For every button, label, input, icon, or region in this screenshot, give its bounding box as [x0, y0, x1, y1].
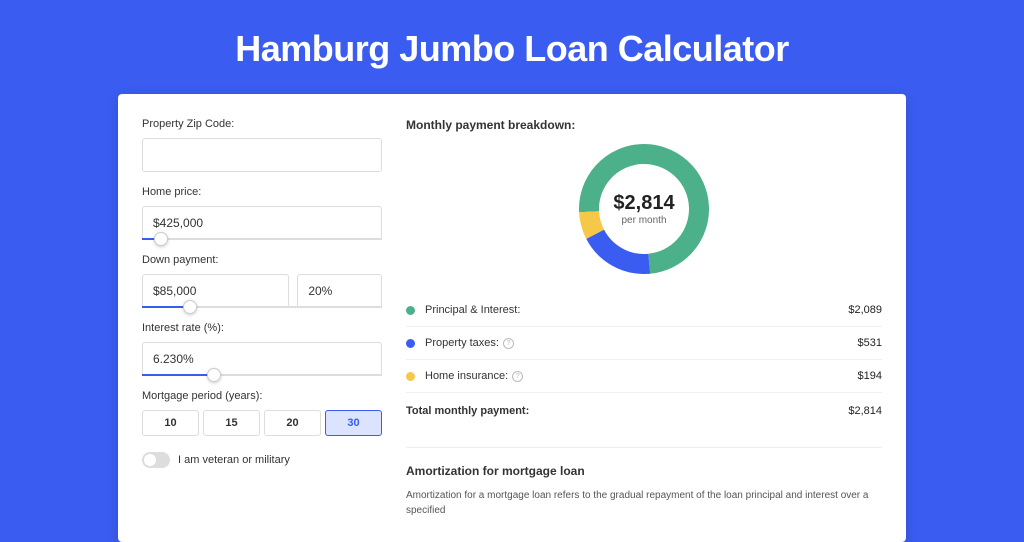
legend-dot — [406, 306, 415, 315]
legend-value: $531 — [858, 337, 882, 349]
period-btn-30[interactable]: 30 — [325, 410, 382, 436]
down-slider-thumb[interactable] — [183, 300, 197, 314]
legend-row-1: Property taxes:?$531 — [406, 327, 882, 360]
down-amount-input[interactable] — [142, 274, 289, 308]
legend-value: $194 — [858, 370, 882, 382]
rate-label: Interest rate (%): — [142, 322, 382, 334]
amort-section: Amortization for mortgage loan Amortizat… — [406, 447, 882, 518]
inputs-column: Property Zip Code: Home price: Down paym… — [142, 118, 382, 518]
price-input[interactable] — [142, 206, 382, 240]
amort-title: Amortization for mortgage loan — [406, 464, 882, 478]
price-slider[interactable] — [142, 238, 382, 240]
toggle-knob — [144, 454, 156, 466]
amort-text: Amortization for a mortgage loan refers … — [406, 488, 882, 518]
zip-group: Property Zip Code: — [142, 118, 382, 172]
veteran-row: I am veteran or military — [142, 452, 382, 468]
period-label: Mortgage period (years): — [142, 390, 382, 402]
donut-amount: $2,814 — [613, 192, 674, 215]
legend-row-2: Home insurance:?$194 — [406, 360, 882, 393]
rate-slider[interactable] — [142, 374, 382, 376]
period-btn-15[interactable]: 15 — [203, 410, 260, 436]
down-pct-input[interactable] — [297, 274, 382, 308]
info-icon[interactable]: ? — [512, 371, 523, 382]
zip-input[interactable] — [142, 138, 382, 172]
page-title: Hamburg Jumbo Loan Calculator — [0, 28, 1024, 70]
legend-value: $2,089 — [848, 304, 882, 316]
donut-chart: $2,814 per month — [406, 144, 882, 274]
info-icon[interactable]: ? — [503, 338, 514, 349]
total-row: Total monthly payment: $2,814 — [406, 393, 882, 427]
price-label: Home price: — [142, 186, 382, 198]
price-group: Home price: — [142, 186, 382, 240]
down-label: Down payment: — [142, 254, 382, 266]
down-group: Down payment: — [142, 254, 382, 308]
breakdown-title: Monthly payment breakdown: — [406, 118, 882, 132]
total-label: Total monthly payment: — [406, 405, 848, 417]
veteran-toggle[interactable] — [142, 452, 170, 468]
period-btn-20[interactable]: 20 — [264, 410, 321, 436]
price-slider-thumb[interactable] — [154, 232, 168, 246]
zip-label: Property Zip Code: — [142, 118, 382, 130]
rate-slider-thumb[interactable] — [207, 368, 221, 382]
period-btn-10[interactable]: 10 — [142, 410, 199, 436]
period-group: Mortgage period (years): 10152030 — [142, 390, 382, 436]
page-header: Hamburg Jumbo Loan Calculator — [0, 0, 1024, 94]
donut-center: $2,814 per month — [613, 192, 674, 226]
legend-row-0: Principal & Interest:$2,089 — [406, 294, 882, 327]
veteran-label: I am veteran or military — [178, 454, 290, 466]
legend-label: Property taxes:? — [425, 337, 858, 349]
total-value: $2,814 — [848, 405, 882, 417]
legend-dot — [406, 372, 415, 381]
legend-dot — [406, 339, 415, 348]
legend-label: Principal & Interest: — [425, 304, 848, 316]
down-slider[interactable] — [142, 306, 382, 308]
breakdown-column: Monthly payment breakdown: $2,814 per mo… — [406, 118, 882, 518]
rate-group: Interest rate (%): — [142, 322, 382, 376]
donut-sub: per month — [613, 215, 674, 226]
calculator-card: Property Zip Code: Home price: Down paym… — [118, 94, 906, 542]
legend-label: Home insurance:? — [425, 370, 858, 382]
rate-input[interactable] — [142, 342, 382, 376]
